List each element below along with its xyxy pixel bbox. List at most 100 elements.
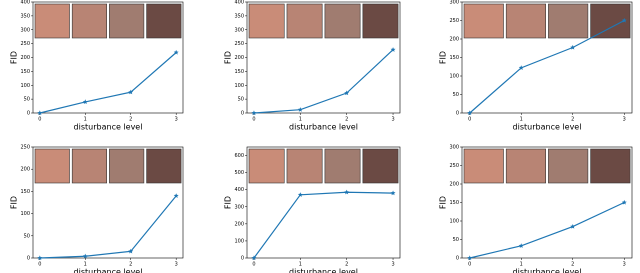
- y-tick-label: 200: [234, 221, 244, 227]
- y-tick-label: 200: [449, 182, 459, 188]
- y-tick-label: 0: [27, 111, 30, 117]
- y-tick-label: 350: [20, 13, 30, 19]
- y-tick-label: 100: [20, 211, 30, 217]
- x-tick-label: 0: [468, 117, 471, 123]
- marker: [297, 192, 303, 197]
- y-tick-label: 300: [449, 0, 459, 6]
- x-axis-label: disturbance level: [74, 268, 143, 273]
- marker: [173, 193, 179, 198]
- x-tick-label: 0: [468, 262, 471, 268]
- thumbnail: [34, 148, 70, 184]
- line: [469, 19, 625, 114]
- thumbnail: [109, 3, 145, 39]
- x-tick-label: 1: [84, 117, 87, 123]
- y-tick-label: 200: [20, 167, 30, 173]
- x-axis-label: disturbance level: [289, 268, 358, 273]
- marker: [390, 47, 396, 52]
- y-tick-label: 500: [234, 170, 244, 176]
- y-tick-label: 400: [234, 0, 244, 6]
- x-tick-label: 2: [571, 117, 574, 123]
- thumbnail: [362, 148, 399, 184]
- marker: [251, 255, 257, 261]
- thumbnail: [548, 3, 589, 39]
- y-tick-label: 100: [449, 219, 459, 225]
- x-axis-label: disturbance level: [289, 123, 358, 132]
- thumbnail: [71, 148, 107, 184]
- marker: [467, 110, 473, 116]
- marker: [518, 243, 524, 248]
- x-tick-label: 0: [38, 262, 41, 268]
- x-tick-label: 2: [129, 262, 132, 268]
- y-axis-label: FID: [439, 196, 448, 209]
- y-tick-label: 100: [20, 83, 30, 89]
- x-tick-label: 2: [129, 117, 132, 123]
- y-tick-label: 350: [234, 13, 244, 19]
- marker: [37, 110, 43, 116]
- line: [39, 52, 177, 114]
- marker: [344, 189, 350, 195]
- marker: [173, 49, 179, 55]
- thumbnail: [286, 148, 323, 184]
- line: [253, 191, 394, 259]
- y-tick-label: 0: [241, 111, 244, 117]
- thumbnail: [324, 148, 361, 184]
- marker: [82, 99, 88, 104]
- y-tick-label: 50: [453, 237, 459, 243]
- x-tick-label: 3: [391, 262, 394, 268]
- thumbnail: [248, 148, 285, 184]
- marker: [467, 255, 473, 261]
- y-tick-label: 0: [456, 111, 459, 117]
- marker: [518, 65, 524, 70]
- x-tick-label: 2: [345, 117, 348, 123]
- y-tick-label: 250: [20, 41, 30, 47]
- y-tick-label: 200: [20, 55, 30, 61]
- x-tick-label: 3: [175, 262, 178, 268]
- marker: [344, 90, 350, 96]
- x-axis-label: disturbance level: [74, 123, 143, 132]
- thumbnail: [505, 3, 547, 39]
- marker: [128, 248, 134, 254]
- y-tick-label: 300: [449, 145, 459, 151]
- y-tick-label: 50: [24, 233, 30, 239]
- thumbnail: [286, 3, 323, 39]
- thumbnail: [71, 3, 107, 39]
- axes-frame: [32, 146, 184, 259]
- x-tick-label: 1: [299, 262, 302, 268]
- x-tick-label: 0: [252, 117, 255, 123]
- y-tick-label: 100: [234, 83, 244, 89]
- y-tick-label: 250: [20, 145, 30, 151]
- thumbnail: [146, 3, 182, 39]
- thumbnail: [590, 148, 631, 184]
- thumbnail: [505, 148, 547, 184]
- line: [469, 201, 625, 259]
- y-tick-label: 50: [24, 97, 30, 103]
- marker: [570, 223, 576, 229]
- x-tick-label: 1: [299, 117, 302, 123]
- x-tick-label: 2: [345, 262, 348, 268]
- y-axis-label: FID: [224, 51, 233, 64]
- y-tick-label: 150: [234, 69, 244, 75]
- y-tick-label: 300: [234, 204, 244, 210]
- thumbnail: [324, 3, 361, 39]
- thumbnail: [109, 148, 145, 184]
- marker: [621, 17, 627, 23]
- x-tick-label: 1: [84, 262, 87, 268]
- y-tick-label: 300: [20, 27, 30, 33]
- thumbnail: [248, 3, 285, 39]
- marker: [128, 89, 134, 95]
- x-tick-label: 2: [571, 262, 574, 268]
- y-tick-label: 0: [456, 256, 459, 262]
- y-tick-label: 600: [234, 153, 244, 159]
- y-tick-label: 150: [449, 55, 459, 61]
- x-tick-label: 1: [520, 117, 523, 123]
- x-axis-label: disturbance level: [513, 123, 582, 132]
- y-tick-label: 100: [449, 74, 459, 80]
- y-tick-label: 150: [20, 69, 30, 75]
- y-tick-label: 200: [234, 55, 244, 61]
- x-tick-label: 3: [623, 117, 626, 123]
- y-tick-label: 200: [449, 37, 459, 43]
- y-tick-label: 50: [238, 97, 244, 103]
- thumbnail: [34, 3, 70, 39]
- x-tick-label: 3: [623, 262, 626, 268]
- thumbnail: [463, 148, 504, 184]
